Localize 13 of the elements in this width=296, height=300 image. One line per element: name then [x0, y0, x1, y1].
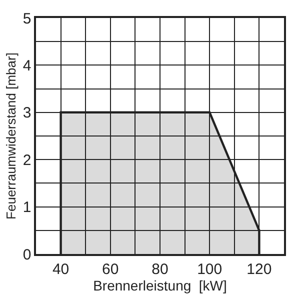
- y-tick-label: 4: [22, 57, 32, 74]
- y-tick-label: 5: [22, 10, 32, 28]
- x-tick-label: 80: [152, 260, 168, 278]
- y-tick-label: 2: [22, 152, 32, 169]
- x-axis-title: Brennerleistung [kW]: [93, 278, 227, 294]
- x-tick-label: 100: [197, 260, 222, 278]
- y-axis-title: Feuerraumwiderstand [mbar]: [3, 52, 18, 220]
- y-tick-label: 3: [22, 104, 32, 122]
- x-tick-label: 60: [102, 260, 119, 278]
- x-tick-label: 120: [246, 260, 272, 278]
- y-tick-label: 0: [22, 246, 32, 264]
- x-tick-label: 40: [52, 260, 70, 278]
- y-tick-label: 1: [22, 199, 32, 216]
